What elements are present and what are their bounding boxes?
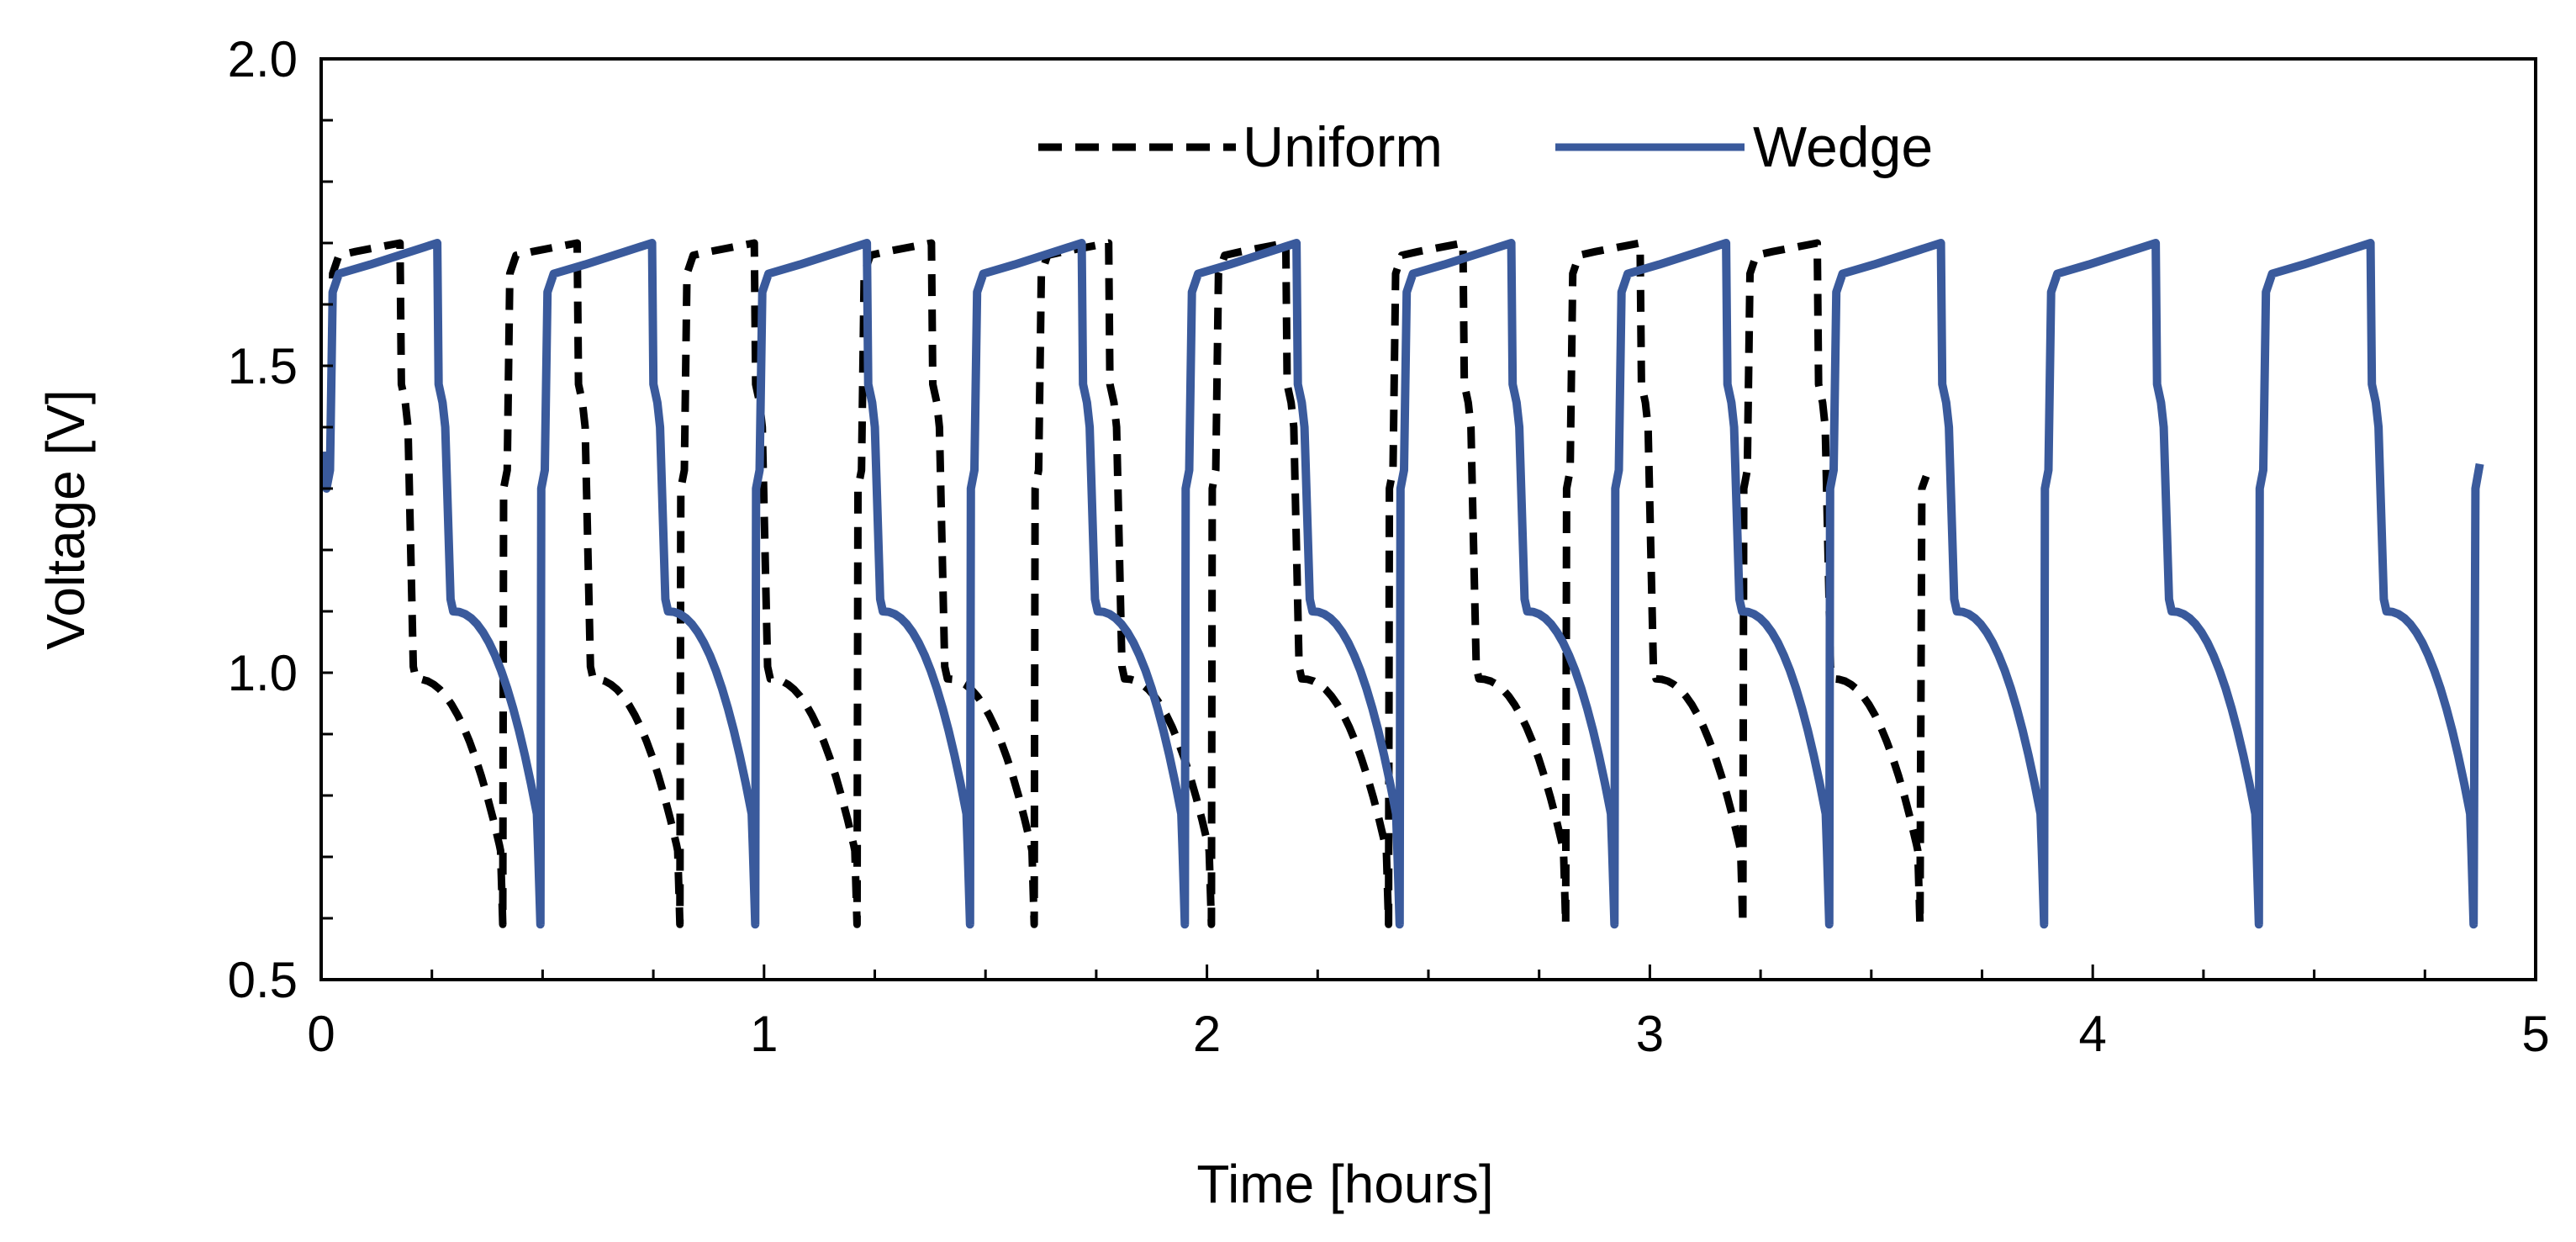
x-tick-label: 1 bbox=[750, 1006, 778, 1062]
y-tick-label: 1.0 bbox=[228, 645, 298, 701]
x-tick-label: 5 bbox=[2521, 1006, 2549, 1062]
x-tick-label: 3 bbox=[1636, 1006, 1664, 1062]
legend-label-wedge: Wedge bbox=[1753, 115, 1933, 179]
ticks-layer bbox=[319, 57, 2537, 981]
series-line-uniform bbox=[321, 239, 1930, 928]
series-layer bbox=[321, 239, 2484, 929]
x-tick-label: 4 bbox=[2079, 1006, 2107, 1062]
y-tick-label: 0.5 bbox=[228, 952, 298, 1008]
x-tick-label: 2 bbox=[1193, 1006, 1221, 1062]
y-tick-label: 1.5 bbox=[228, 338, 298, 394]
y-axis-label: Voltage [V] bbox=[35, 389, 96, 650]
y-tick-label: 2.0 bbox=[228, 31, 298, 87]
x-tick-label: 0 bbox=[307, 1006, 335, 1062]
legend: Uniform Wedge bbox=[1038, 115, 1933, 179]
plot-frame bbox=[319, 57, 2537, 981]
x-axis-label: Time [hours] bbox=[1196, 1154, 1493, 1214]
tick-labels: 0 1 2 3 4 5 0.5 1.0 1.5 2.0 bbox=[228, 31, 2550, 1062]
series-line-wedge bbox=[321, 239, 2484, 929]
legend-label-uniform: Uniform bbox=[1243, 115, 1443, 179]
